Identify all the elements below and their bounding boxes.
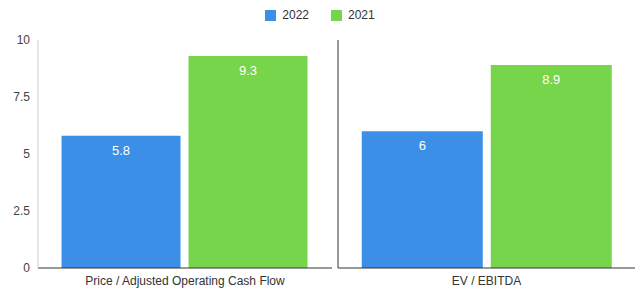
- svg-text:6: 6: [419, 138, 426, 153]
- svg-text:5: 5: [23, 147, 30, 161]
- svg-text:9.3: 9.3: [239, 63, 257, 78]
- svg-text:8.9: 8.9: [542, 72, 560, 87]
- html-text:2022: 2022: [282, 8, 309, 22]
- svg-text:10: 10: [17, 33, 31, 47]
- svg-text:Price / Adjusted Operating Cas: Price / Adjusted Operating Cash Flow: [85, 274, 285, 288]
- svg-text:EV / EBITDA: EV / EBITDA: [452, 274, 521, 288]
- svg-text:2.5: 2.5: [13, 204, 30, 218]
- svg-text:7.5: 7.5: [13, 90, 30, 104]
- svg-text:5.8: 5.8: [112, 143, 130, 158]
- html-text:2021: 2021: [348, 8, 375, 22]
- svg-text:0: 0: [23, 261, 30, 275]
